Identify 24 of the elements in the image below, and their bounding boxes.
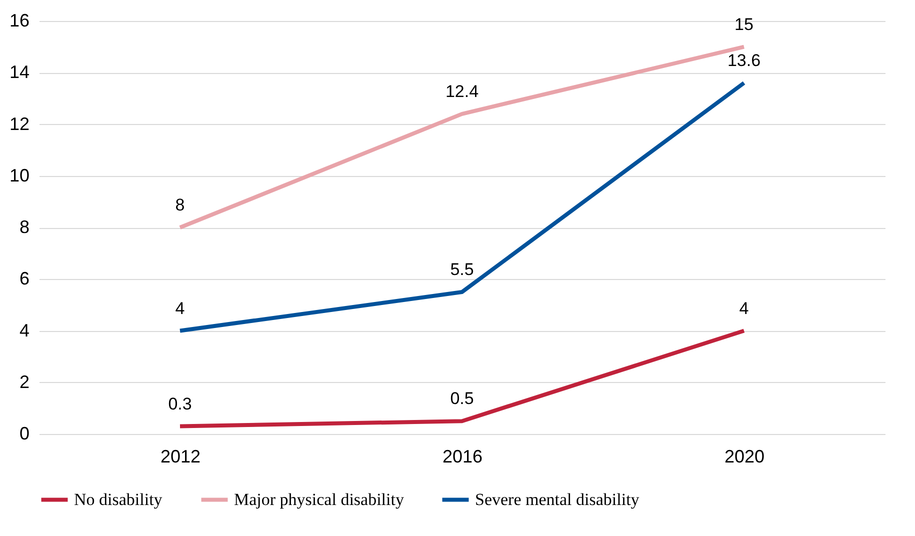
y-tick-label: 12: [9, 114, 30, 134]
data-label: 5.5: [450, 260, 474, 280]
data-label: 15: [734, 14, 754, 34]
y-tick-label: 0: [19, 424, 30, 444]
y-tick-label: 4: [19, 320, 30, 340]
legend-label: Major physical disability: [234, 490, 404, 509]
data-label: 12.4: [445, 82, 479, 101]
x-tick-label: 2012: [160, 446, 201, 466]
y-tick-label: 14: [9, 62, 30, 82]
data-label: 0.5: [450, 389, 474, 408]
y-tick-label: 10: [9, 165, 30, 186]
y-tick-label: 8: [19, 217, 30, 237]
y-tick-label: 16: [9, 10, 30, 30]
data-label: 8: [175, 196, 185, 214]
y-tick-label: 6: [19, 268, 30, 289]
data-label: 0.3: [168, 394, 192, 414]
legend-label: No disability: [74, 490, 163, 509]
x-tick-label: 2020: [724, 446, 765, 466]
data-label: 4: [739, 298, 749, 318]
x-tick-label: 2016: [442, 446, 483, 466]
y-tick-label: 2: [19, 372, 30, 392]
data-label: 4: [175, 298, 185, 318]
data-label: 13.6: [727, 50, 761, 70]
legend-label: Severe mental disability: [475, 490, 640, 509]
